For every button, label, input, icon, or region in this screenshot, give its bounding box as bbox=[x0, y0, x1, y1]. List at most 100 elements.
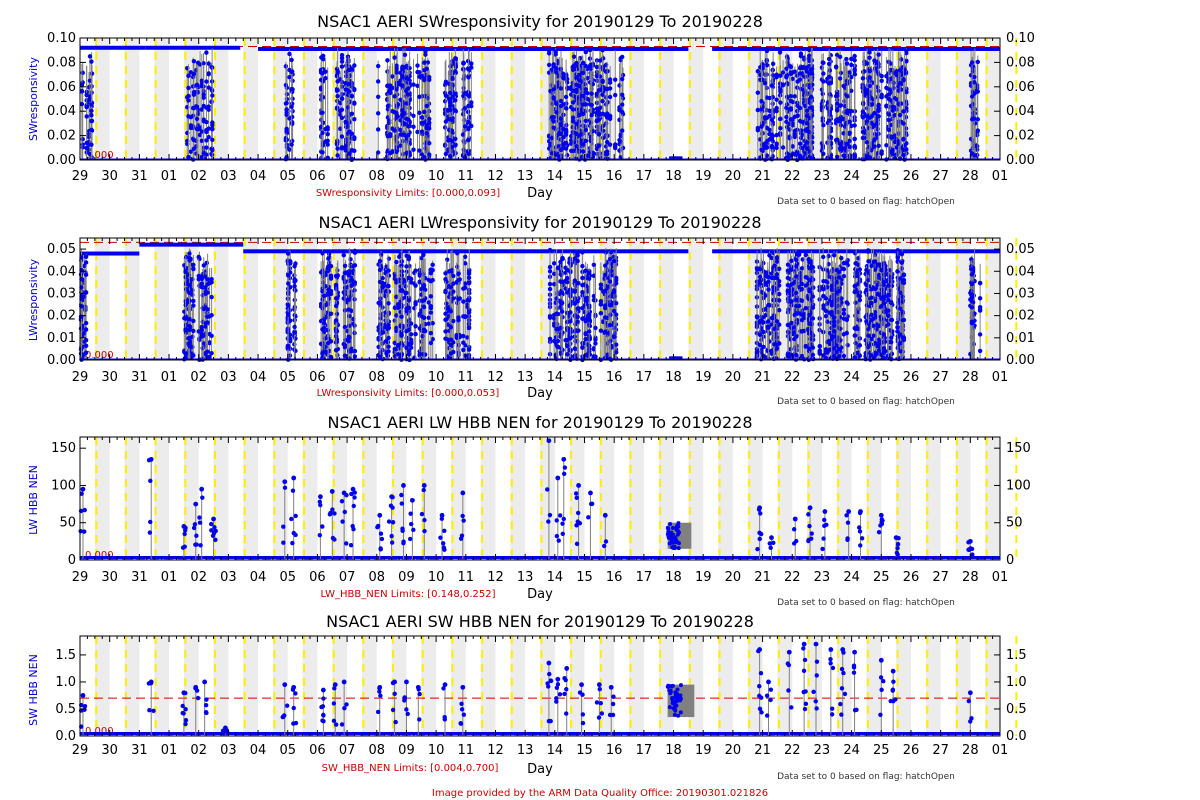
data-point bbox=[89, 71, 95, 76]
data-series bbox=[78, 242, 1000, 363]
data-point bbox=[834, 137, 840, 142]
data-point bbox=[901, 109, 906, 114]
data-point bbox=[448, 309, 454, 314]
data-point bbox=[551, 321, 557, 326]
data-point bbox=[583, 268, 588, 273]
data-point bbox=[808, 94, 814, 100]
x-axis-label: Day bbox=[527, 186, 553, 201]
data-point bbox=[571, 94, 577, 99]
data-point bbox=[864, 119, 870, 124]
data-point bbox=[406, 117, 411, 122]
data-point bbox=[975, 147, 980, 152]
x-tick-label: 09 bbox=[398, 169, 415, 184]
data-point bbox=[757, 342, 763, 348]
data-point bbox=[427, 152, 432, 157]
data-point bbox=[400, 114, 405, 119]
data-point bbox=[759, 107, 764, 112]
data-point bbox=[466, 347, 472, 352]
lower-limit-label: 0.000 bbox=[85, 350, 114, 361]
data-point bbox=[897, 68, 903, 73]
night-shade bbox=[510, 38, 526, 160]
data-point bbox=[352, 354, 358, 359]
data-point bbox=[292, 279, 297, 284]
data-point bbox=[428, 279, 434, 284]
data-point bbox=[809, 140, 815, 145]
data-point bbox=[285, 312, 291, 317]
data-point bbox=[614, 300, 619, 306]
data-point bbox=[780, 145, 786, 150]
data-point bbox=[776, 279, 782, 284]
data-point bbox=[398, 127, 403, 133]
data-point bbox=[764, 48, 770, 54]
data-point bbox=[321, 95, 326, 100]
data-point bbox=[339, 59, 345, 64]
data-point bbox=[852, 57, 857, 63]
data-point bbox=[199, 274, 204, 279]
x-tick-label: 20 bbox=[725, 169, 742, 184]
data-point bbox=[827, 154, 833, 160]
data-point bbox=[561, 71, 566, 77]
data-point bbox=[428, 267, 434, 272]
data-point bbox=[852, 67, 857, 72]
data-point bbox=[449, 76, 455, 81]
data-point bbox=[289, 104, 294, 110]
data-point bbox=[776, 322, 782, 327]
data-point bbox=[580, 93, 586, 99]
data-point bbox=[593, 325, 598, 331]
data-point bbox=[453, 98, 458, 103]
data-point bbox=[204, 127, 209, 133]
night-shade bbox=[955, 38, 971, 160]
data-point bbox=[461, 286, 466, 291]
data-point bbox=[326, 268, 331, 274]
data-point bbox=[453, 136, 458, 142]
data-point bbox=[191, 262, 196, 267]
data-point bbox=[834, 101, 840, 106]
data-point bbox=[593, 354, 598, 359]
data-point bbox=[395, 352, 401, 357]
data-point bbox=[586, 271, 592, 276]
data-point bbox=[901, 77, 906, 82]
data-point bbox=[443, 329, 448, 334]
data-point bbox=[574, 75, 579, 80]
data-point bbox=[876, 102, 881, 108]
data-point bbox=[191, 353, 196, 358]
data-point bbox=[614, 342, 619, 347]
data-point bbox=[769, 117, 775, 123]
data-point bbox=[594, 73, 600, 78]
data-point bbox=[342, 263, 348, 269]
data-point bbox=[84, 145, 89, 151]
data-point bbox=[847, 119, 852, 124]
data-point bbox=[794, 303, 799, 309]
data-point bbox=[466, 281, 472, 286]
data-point bbox=[199, 107, 205, 112]
data-point bbox=[339, 64, 345, 69]
data-point bbox=[826, 118, 832, 123]
data-point bbox=[565, 337, 570, 343]
data-point bbox=[567, 256, 572, 261]
data-point bbox=[607, 113, 613, 119]
data-point bbox=[785, 289, 791, 294]
data-point bbox=[785, 322, 791, 328]
data-point bbox=[209, 277, 214, 282]
x-tick-label: 28 bbox=[962, 169, 979, 184]
data-point bbox=[289, 86, 294, 92]
data-point bbox=[790, 76, 795, 81]
data-point bbox=[199, 284, 204, 290]
data-point bbox=[400, 73, 405, 78]
data-point bbox=[455, 251, 460, 256]
data-point bbox=[548, 88, 553, 94]
data-point bbox=[570, 115, 576, 120]
data-point bbox=[973, 143, 978, 149]
panel-lwresponsivity: NSAC1 AERI LWresponsivity for 20190129 T… bbox=[27, 213, 1035, 407]
data-point bbox=[448, 90, 453, 96]
data-point bbox=[392, 55, 397, 60]
data-point bbox=[186, 98, 191, 103]
data-point bbox=[199, 82, 205, 87]
data-point bbox=[394, 328, 399, 333]
data-point bbox=[406, 348, 411, 354]
data-point bbox=[572, 278, 578, 283]
data-point bbox=[323, 75, 328, 81]
data-point bbox=[825, 140, 830, 145]
data-point bbox=[422, 76, 427, 81]
night-shade bbox=[154, 38, 170, 160]
